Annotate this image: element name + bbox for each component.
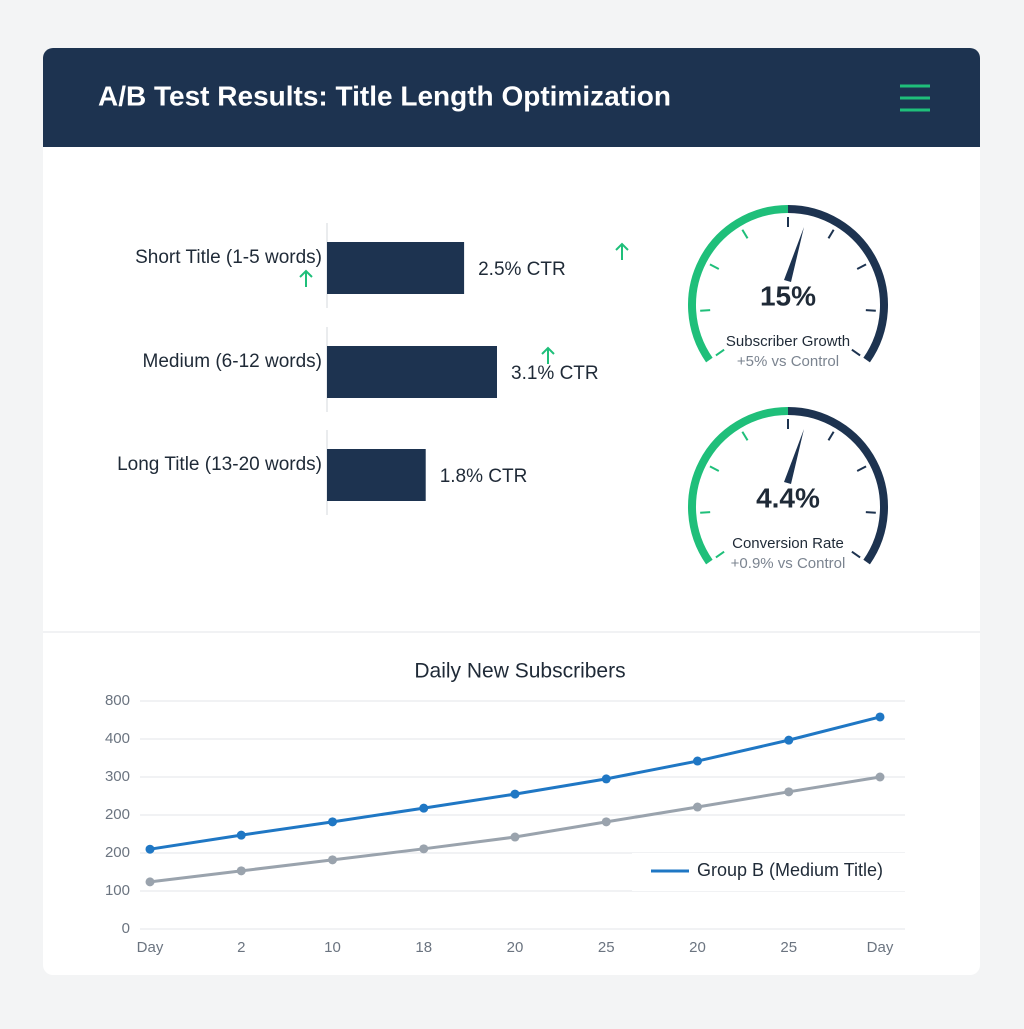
line-point: [328, 817, 337, 827]
gauge-arc-dark: [787, 407, 888, 565]
line-point: [875, 712, 885, 722]
line-point: [145, 877, 155, 887]
x-tick-label: 20: [689, 939, 706, 956]
menu-icon[interactable]: [900, 84, 930, 112]
line-point: [693, 802, 702, 812]
bar-category-label: Long Title (13-20 words): [117, 454, 322, 475]
gauge-value: 15%: [760, 280, 816, 311]
x-tick-label: Day: [867, 939, 894, 956]
gauge-tick: [715, 348, 725, 357]
bar-value-label: 1.8% CTR: [440, 466, 528, 487]
bar: [327, 242, 465, 294]
x-tick-label: Day: [137, 939, 164, 956]
gauge-label: Conversion Rate: [732, 535, 844, 552]
line-point: [236, 830, 246, 840]
line-point: [510, 789, 520, 799]
card: [43, 48, 980, 975]
y-tick-label: 200: [105, 844, 130, 861]
x-tick-label: 10: [324, 939, 341, 956]
line-point: [693, 756, 702, 766]
gauge-tick: [709, 263, 720, 270]
trend-arrows: [299, 242, 629, 364]
y-tick-label: 200: [105, 806, 130, 823]
gauge-tick: [700, 511, 711, 514]
x-tick-label: 25: [780, 939, 797, 956]
bar-value-label: 3.1% CTR: [511, 363, 599, 384]
line-point: [601, 817, 611, 827]
gauge-delta: +5% vs Control: [737, 353, 839, 370]
line-point: [419, 803, 429, 813]
bar-category-label: Short Title (1-5 words): [135, 247, 322, 268]
line-point: [601, 774, 611, 784]
gauge-value: 4.4%: [756, 482, 820, 513]
line-point: [784, 735, 794, 745]
line-point: [236, 866, 246, 876]
bar: [327, 346, 497, 398]
gauge-delta: +0.9% vs Control: [731, 555, 846, 572]
line-point: [510, 832, 520, 842]
chart-title: Daily New Subscribers: [414, 660, 625, 683]
gauge-arc-green: [688, 205, 789, 363]
gauge-tick: [709, 465, 720, 472]
line-point: [145, 844, 155, 854]
gauge-tick: [700, 309, 711, 312]
line-point: [784, 787, 794, 797]
y-tick-label: 100: [105, 882, 130, 899]
header-bar: [43, 48, 980, 147]
gauge-tick: [827, 229, 835, 239]
x-tick-label: 2: [237, 939, 245, 956]
gauge-tick: [741, 229, 749, 239]
y-tick-label: 300: [105, 768, 130, 785]
gauge-tick: [856, 263, 867, 270]
x-tick-label: 18: [415, 939, 432, 956]
gauge-tick: [865, 511, 876, 514]
line-point: [875, 772, 885, 782]
gauge-tick: [865, 309, 876, 312]
gauge-tick: [856, 465, 867, 472]
gauge-tick: [741, 431, 749, 441]
bar-category-label: Medium (6-12 words): [143, 351, 323, 372]
x-tick-label: 20: [507, 939, 524, 956]
legend-label: Group B (Medium Title): [697, 860, 883, 880]
bar: [327, 449, 426, 501]
gauge-tick: [715, 550, 725, 559]
gauge-needle: [784, 227, 804, 282]
bar-value-label: 2.5% CTR: [478, 259, 566, 280]
gauge-arc-green: [688, 407, 789, 565]
y-tick-label: 800: [105, 692, 130, 709]
gauge-label: Subscriber Growth: [726, 333, 850, 350]
gauge-tick: [851, 348, 861, 357]
gauge-tick: [827, 431, 835, 441]
y-tick-label: 400: [105, 730, 130, 747]
gauge-arc-dark: [787, 205, 888, 363]
line-point: [419, 844, 429, 854]
x-tick-label: 25: [598, 939, 615, 956]
gauge-needle: [784, 429, 804, 484]
line-point: [328, 855, 337, 865]
gauge-tick: [851, 550, 861, 559]
page-title: A/B Test Results: Title Length Optimizat…: [98, 80, 671, 111]
y-tick-label: 0: [122, 920, 130, 937]
